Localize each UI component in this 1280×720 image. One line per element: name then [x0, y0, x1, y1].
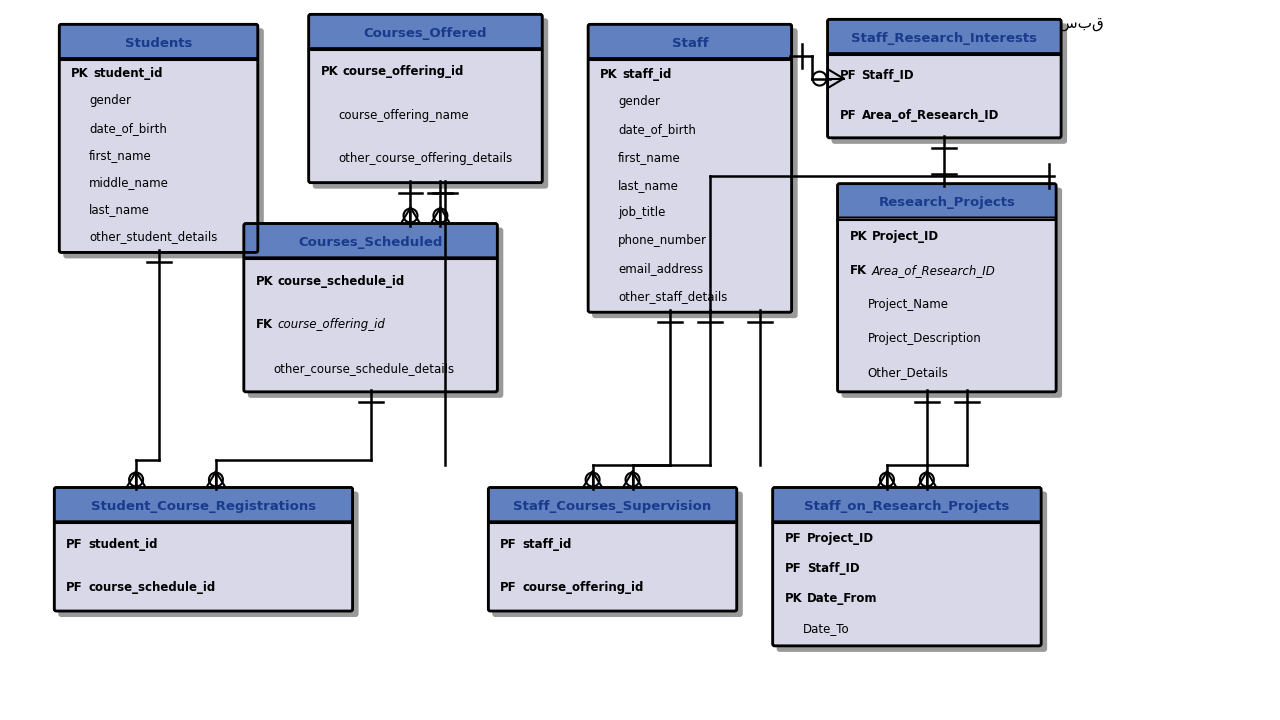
Text: staff_id: staff_id — [522, 539, 572, 552]
FancyBboxPatch shape — [828, 19, 1061, 57]
FancyBboxPatch shape — [248, 228, 503, 398]
Text: Other_Details: Other_Details — [868, 366, 948, 379]
Text: Project_ID: Project_ID — [806, 532, 874, 545]
FancyBboxPatch shape — [493, 492, 742, 617]
Text: PF: PF — [500, 581, 517, 594]
Text: PK: PK — [785, 593, 803, 606]
FancyBboxPatch shape — [773, 521, 1041, 646]
FancyBboxPatch shape — [54, 521, 352, 611]
FancyBboxPatch shape — [773, 487, 1041, 526]
FancyBboxPatch shape — [59, 492, 358, 617]
Text: PK: PK — [256, 274, 274, 287]
FancyBboxPatch shape — [588, 58, 791, 312]
Text: first_name: first_name — [618, 151, 681, 164]
Text: job_title: job_title — [618, 207, 666, 220]
Text: first_name: first_name — [90, 149, 152, 162]
Text: last_name: last_name — [618, 179, 678, 192]
FancyBboxPatch shape — [593, 28, 797, 318]
Text: PF: PF — [67, 539, 83, 552]
FancyBboxPatch shape — [308, 48, 543, 183]
Text: PF: PF — [785, 562, 801, 575]
FancyBboxPatch shape — [777, 492, 1047, 652]
Text: Staff_Courses_Supervision: Staff_Courses_Supervision — [513, 500, 712, 513]
FancyBboxPatch shape — [244, 257, 498, 392]
Text: Date_From: Date_From — [806, 593, 877, 606]
Text: middle_name: middle_name — [90, 176, 169, 189]
Text: Student_Course_Registrations: Student_Course_Registrations — [91, 500, 316, 513]
Text: PK: PK — [72, 67, 90, 80]
Text: course_offering_id: course_offering_id — [343, 66, 465, 78]
Text: staff_id: staff_id — [622, 68, 672, 81]
FancyBboxPatch shape — [244, 223, 498, 261]
Text: Project_Name: Project_Name — [868, 298, 948, 311]
Text: Staff: Staff — [672, 37, 708, 50]
Text: PF: PF — [840, 69, 856, 82]
Text: student_id: student_id — [88, 539, 157, 552]
Text: سبق: سبق — [1059, 17, 1103, 32]
Text: course_offering_id: course_offering_id — [278, 318, 385, 331]
Text: Courses_Offered: Courses_Offered — [364, 27, 488, 40]
Text: course_offering_name: course_offering_name — [339, 109, 470, 122]
Text: Students: Students — [125, 37, 192, 50]
Text: date_of_birth: date_of_birth — [618, 123, 696, 136]
Text: other_staff_details: other_staff_details — [618, 290, 727, 303]
FancyBboxPatch shape — [489, 521, 737, 611]
Text: Staff_ID: Staff_ID — [806, 562, 859, 575]
Text: PK: PK — [850, 230, 868, 243]
Text: date_of_birth: date_of_birth — [90, 122, 168, 135]
Text: Staff_Research_Interests: Staff_Research_Interests — [851, 32, 1037, 45]
FancyBboxPatch shape — [489, 487, 737, 526]
Text: Research_Projects: Research_Projects — [878, 196, 1015, 209]
Text: Staff_on_Research_Projects: Staff_on_Research_Projects — [804, 500, 1010, 513]
Text: last_name: last_name — [90, 203, 150, 216]
FancyBboxPatch shape — [841, 188, 1062, 398]
Text: PK: PK — [321, 66, 338, 78]
FancyBboxPatch shape — [832, 23, 1068, 144]
FancyBboxPatch shape — [63, 28, 264, 258]
FancyBboxPatch shape — [828, 53, 1061, 138]
Text: other_student_details: other_student_details — [90, 230, 218, 243]
Text: PF: PF — [67, 581, 83, 594]
Text: PF: PF — [785, 532, 801, 545]
Text: Staff_ID: Staff_ID — [861, 69, 914, 82]
Text: phone_number: phone_number — [618, 234, 707, 247]
FancyBboxPatch shape — [837, 184, 1056, 222]
FancyBboxPatch shape — [59, 58, 257, 253]
Text: Date_To: Date_To — [803, 622, 849, 635]
Text: FK: FK — [850, 264, 867, 277]
FancyBboxPatch shape — [308, 14, 543, 52]
Text: Project_Description: Project_Description — [868, 333, 982, 346]
FancyBboxPatch shape — [312, 18, 548, 189]
Text: Area_of_Research_ID: Area_of_Research_ID — [872, 264, 996, 277]
Text: Area_of_Research_ID: Area_of_Research_ID — [861, 109, 998, 122]
FancyBboxPatch shape — [54, 487, 352, 526]
FancyBboxPatch shape — [588, 24, 791, 62]
FancyBboxPatch shape — [59, 24, 257, 62]
Text: FK: FK — [256, 318, 273, 331]
Text: course_offering_id: course_offering_id — [522, 581, 644, 594]
Text: course_schedule_id: course_schedule_id — [88, 581, 215, 594]
Text: Courses_Scheduled: Courses_Scheduled — [298, 236, 443, 249]
Text: PF: PF — [840, 109, 856, 122]
Text: PF: PF — [500, 539, 517, 552]
Text: other_course_offering_details: other_course_offering_details — [339, 153, 513, 166]
Text: email_address: email_address — [618, 262, 703, 275]
Text: gender: gender — [618, 95, 660, 108]
Text: other_course_schedule_details: other_course_schedule_details — [274, 361, 454, 374]
Text: gender: gender — [90, 94, 131, 107]
Text: Project_ID: Project_ID — [872, 230, 938, 243]
Text: course_schedule_id: course_schedule_id — [278, 274, 404, 287]
Text: PK: PK — [600, 68, 618, 81]
Text: student_id: student_id — [93, 67, 163, 80]
FancyBboxPatch shape — [837, 217, 1056, 392]
